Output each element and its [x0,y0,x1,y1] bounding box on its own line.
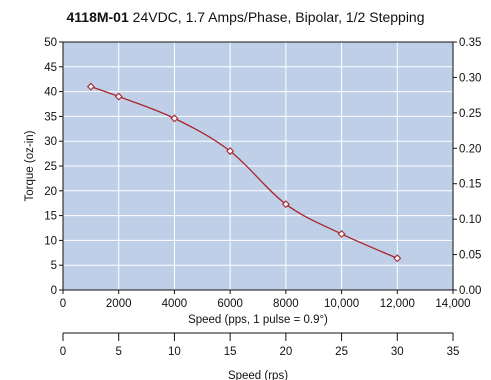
y-tick-label: 15 [44,211,57,223]
x-tick-label: 8000 [273,298,299,310]
y-tick-label: 5 [51,260,57,272]
y-tick-label: 30 [44,136,57,148]
x2-tick-label: 5 [116,346,122,358]
y-axis-label: Torque (oz-in) [24,130,36,201]
y-tick-label: 20 [44,186,57,198]
y2-tick-label: 0.20 [459,143,481,155]
x-tick-label: 12,000 [380,298,415,310]
grid-lines [63,42,453,290]
data-point [86,82,95,91]
x-axis-label: Speed (pps, 1 pulse = 0.9°) [188,314,328,326]
x-tick-label: 10,000 [324,298,359,310]
chart-title-model: 4118M-01 [66,9,129,25]
x2-tick-label: 15 [224,346,237,358]
x2-tick-label: 10 [168,346,181,358]
y2-tick-label: 0.35 [459,37,481,49]
x-tick-label: 2000 [106,298,132,310]
data-point [337,229,346,238]
y-tick-label: 40 [44,87,57,99]
data-point [281,200,290,209]
y2-tick-label: 0.00 [459,285,481,297]
chart-title-spec: 24VDC, 1.7 Amps/Phase, Bipolar, 1/2 Step… [132,9,425,25]
y-tick-label: 25 [44,161,57,173]
x-tick-label: 14,000 [435,298,470,310]
y-tick-label: 45 [44,62,57,74]
x2-tick-label: 20 [279,346,292,358]
x2-tick-label: 30 [391,346,404,358]
y2-tick-label: 0.10 [459,214,481,226]
y-tick-label: 0 [51,285,57,297]
y-tick-label: 10 [44,235,57,247]
chart-title: 4118M-01 24VDC, 1.7 Amps/Phase, Bipolar,… [0,9,491,25]
data-point [114,92,123,101]
y2-tick-label: 0.30 [459,72,481,84]
y2-tick-label: 0.05 [459,250,481,262]
secondary-speed-axis: 0 5 10 15 20 25 30 35 [60,332,460,358]
x2-tick-label: 35 [447,346,460,358]
data-point [170,114,179,123]
x2-axis-label: Speed (rps) [228,370,288,380]
series-layer [86,82,402,263]
plot-frame [62,41,454,291]
y2-tick-label: 0.15 [459,179,481,191]
y-tick-label: 35 [44,111,57,123]
x-tick-label: 0 [60,298,66,310]
data-point [226,147,235,156]
y-tick-label: 50 [44,37,57,49]
x2-tick-label: 25 [335,346,348,358]
x-tick-label: 4000 [162,298,188,310]
data-point [393,254,402,263]
x2-tick-label: 0 [60,346,66,358]
y2-tick-label: 0.25 [459,108,481,120]
axes [59,41,457,294]
tick-labels: 0 5 10 15 20 25 30 35 40 45 50 0.00 0.05 0.10 0.15 0.20… [44,37,481,310]
x-tick-label: 6000 [217,298,243,310]
